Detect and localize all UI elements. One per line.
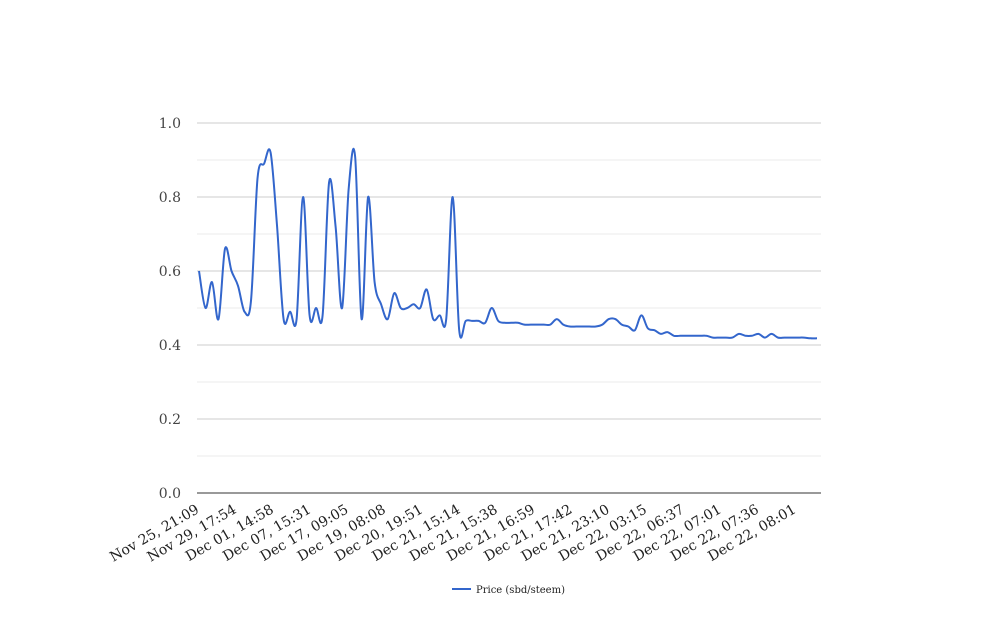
y-tick-label: 1.0 xyxy=(159,116,181,132)
legend-label: Price (sbd/steem) xyxy=(476,585,565,596)
series-line xyxy=(198,147,818,340)
y-tick-label: 0.8 xyxy=(159,190,181,206)
y-tick-label: 0.0 xyxy=(159,486,181,502)
y-tick-label: 0.2 xyxy=(159,412,181,428)
y-tick-label: 0.6 xyxy=(159,264,181,280)
y-tick-label: 0.4 xyxy=(159,338,181,354)
